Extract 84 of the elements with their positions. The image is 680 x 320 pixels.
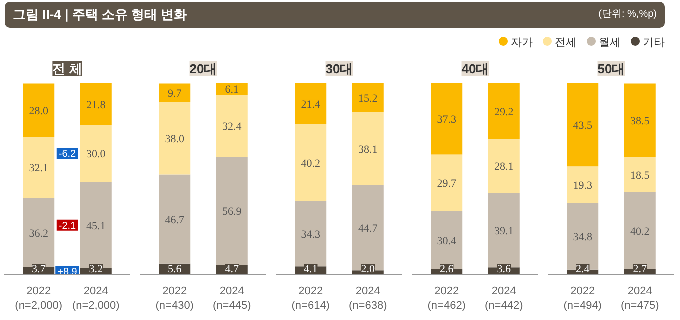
legend-label: 자가 — [510, 36, 533, 51]
bar — [159, 102, 191, 175]
data-label: 2.6 — [440, 263, 454, 276]
data-label: 3.6 — [497, 263, 512, 276]
chart-subtitle: (단위: %,%p) — [598, 8, 657, 22]
data-label: 2.0 — [361, 263, 376, 276]
bar — [352, 185, 384, 271]
data-label: 6.1 — [225, 84, 240, 96]
x-tick-label: 2024 (n=445) — [213, 286, 252, 312]
legend-title: 전 체 — [52, 62, 82, 76]
bar — [488, 139, 520, 193]
legend-label: 월세 — [598, 36, 621, 51]
bar — [23, 84, 55, 138]
data-label: 38.1 — [358, 144, 378, 156]
bar — [295, 124, 327, 202]
x-tick-label: 2024 (n=638) — [349, 286, 388, 312]
bar — [431, 154, 463, 212]
data-label: 28.0 — [29, 105, 49, 118]
bar — [624, 84, 656, 158]
data-label: 21.8 — [86, 99, 106, 112]
x-tick-label: 2022 (n=494) — [564, 286, 602, 312]
data-label: 32.1 — [29, 162, 48, 175]
x-tick-label: 2024 (n=2,000) — [72, 286, 120, 312]
x-tick-label: 2022 (n=430) — [156, 286, 194, 312]
annotation: -2.1 — [58, 220, 77, 232]
data-label: 29.7 — [437, 178, 457, 190]
data-label: 34.8 — [573, 232, 593, 244]
data-label: 4.1 — [304, 263, 318, 276]
data-label: 40.2 — [630, 226, 650, 238]
data-label: 46.7 — [165, 214, 185, 226]
bar — [295, 84, 327, 124]
data-label: 32.4 — [222, 121, 242, 134]
bar — [23, 137, 55, 198]
legend-title: 50대 — [598, 62, 626, 76]
data-label: 21.4 — [301, 98, 321, 111]
data-label: 2.7 — [633, 263, 648, 276]
data-label: 43.5 — [573, 120, 593, 132]
data-label: 38.0 — [165, 133, 185, 146]
legend-label: 기타 — [642, 36, 665, 51]
bar — [567, 84, 599, 167]
data-label: 29.2 — [494, 106, 514, 118]
data-label: 36.2 — [29, 228, 48, 240]
bar — [216, 156, 248, 266]
x-tick-label: 2022 (n=614) — [292, 286, 330, 312]
bar — [295, 201, 327, 267]
data-label: 37.3 — [437, 114, 457, 126]
data-label: 28.1 — [494, 161, 514, 174]
bar — [216, 95, 248, 157]
bar — [624, 157, 656, 193]
data-label: 44.7 — [358, 222, 378, 235]
data-label: 30.0 — [86, 148, 106, 161]
x-tick-label: 2024 (n=475) — [621, 286, 660, 312]
data-label: 3.7 — [32, 263, 46, 276]
legend-label: 전세 — [554, 36, 577, 51]
data-label: 39.1 — [494, 225, 514, 238]
data-label: 45.1 — [86, 220, 106, 232]
data-label: 4.7 — [225, 263, 240, 276]
data-label: 30.4 — [437, 236, 457, 248]
data-label: 56.9 — [222, 206, 242, 218]
data-label: 9.7 — [168, 88, 182, 100]
chart-title: 그림 II-4 | 주택 소유 형태 변화 — [13, 6, 188, 24]
x-tick-label: 2022 (n=462) — [428, 286, 466, 312]
data-label: 34.3 — [301, 228, 321, 241]
bar — [80, 125, 112, 182]
x-tick-label: 2024 (n=442) — [485, 286, 524, 312]
data-label: 38.5 — [630, 115, 650, 128]
data-label: 18.5 — [630, 170, 650, 182]
data-label: 19.3 — [573, 180, 593, 192]
bar — [159, 174, 191, 264]
data-label: 40.2 — [301, 158, 320, 170]
data-label: 5.6 — [168, 263, 182, 276]
legend-title: 20대 — [190, 62, 218, 76]
data-label: 2.4 — [576, 263, 590, 276]
bar — [80, 84, 112, 126]
x-tick-label: 2022 (n=2,000) — [15, 286, 63, 312]
legend-title: 30대 — [326, 62, 354, 76]
bar — [431, 84, 463, 155]
bar — [567, 166, 599, 204]
legend-title: 40대 — [462, 62, 490, 76]
bar — [488, 84, 520, 140]
annotation: -6.2 — [58, 149, 77, 160]
data-label: 3.2 — [89, 263, 104, 276]
data-label: 15.2 — [358, 93, 378, 106]
bar — [352, 112, 384, 186]
